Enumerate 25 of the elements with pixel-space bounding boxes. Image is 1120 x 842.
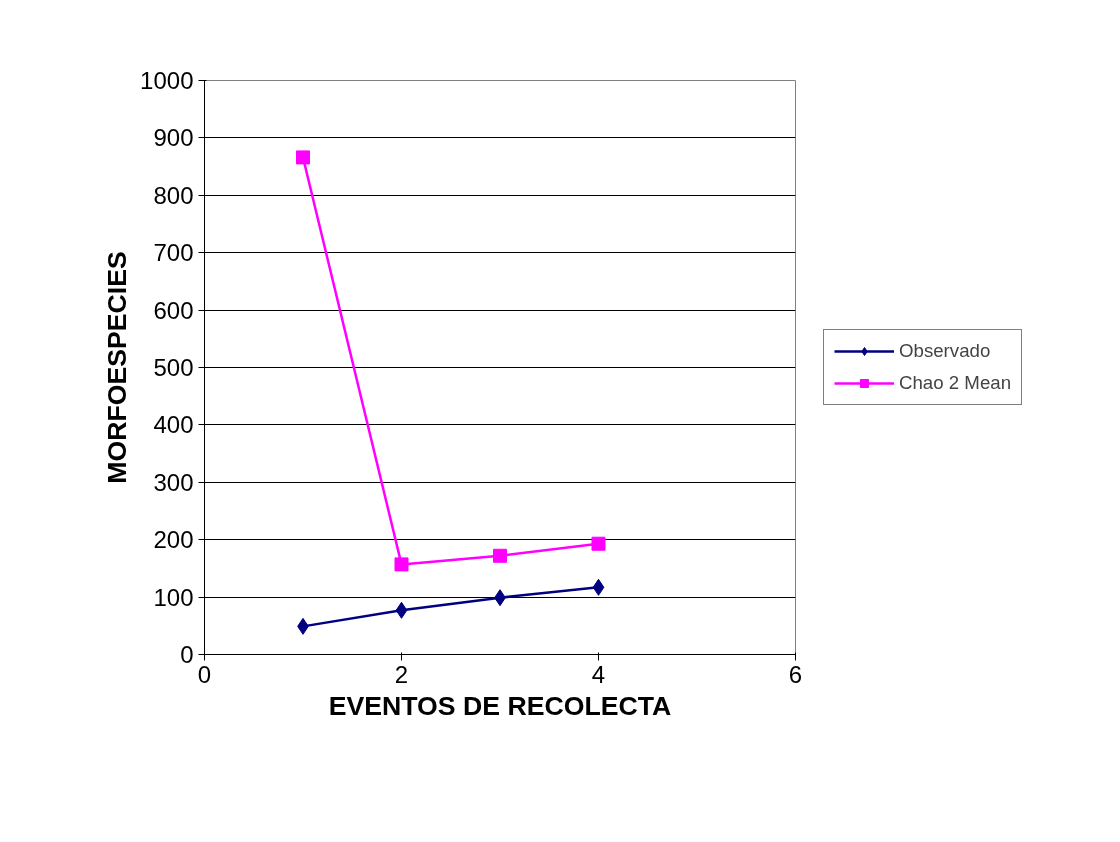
x-tick-label: 2 <box>394 660 409 688</box>
y-tick-label: 200 <box>153 526 194 554</box>
x-tick-label: 6 <box>788 660 803 688</box>
y-tick-label: 800 <box>153 181 194 209</box>
point <box>591 536 606 551</box>
y-tick-label: 400 <box>153 411 194 439</box>
x-axis-title: EVENTOS DE RECOLECTA <box>328 690 672 721</box>
y-tick-label: 100 <box>153 583 194 611</box>
y-tick-label: 600 <box>153 296 194 324</box>
y-tick-label: 700 <box>153 239 194 267</box>
point <box>394 557 409 572</box>
point <box>592 578 605 596</box>
x-tick-label: 4 <box>591 660 606 688</box>
y-axis-title: MORFOESPECIES <box>102 251 133 484</box>
y-tick-label: 0 <box>180 641 194 668</box>
point <box>493 548 507 563</box>
legend-label: Observado <box>899 340 991 362</box>
y-tick-label: 300 <box>153 468 194 496</box>
x-tick-label: 0 <box>197 660 212 688</box>
y-tick-label: 900 <box>153 124 194 152</box>
y-tick-label: 1000 <box>140 67 194 94</box>
point <box>395 601 408 619</box>
point <box>296 150 310 165</box>
y-tick-label: 500 <box>153 354 194 381</box>
legend-label: Chao 2 Mean <box>899 372 1012 394</box>
